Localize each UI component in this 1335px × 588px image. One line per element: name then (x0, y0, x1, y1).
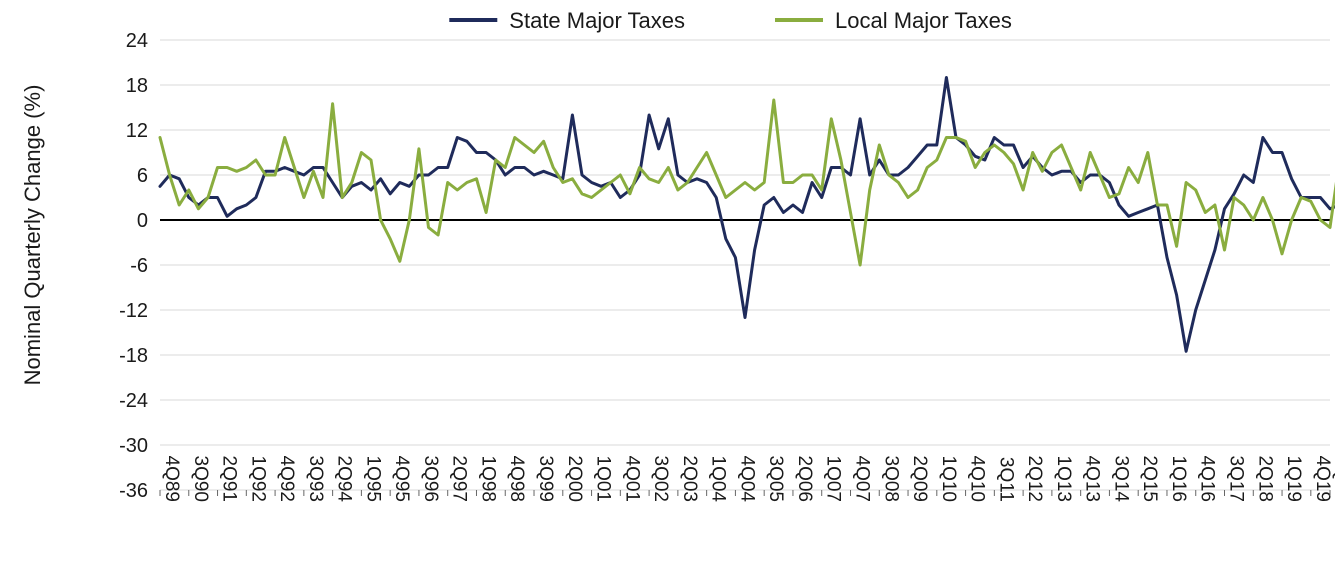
x-tick-label: 4Q10 (967, 456, 988, 502)
x-tick-label: 2Q20 (1331, 456, 1335, 502)
line-chart: -36 -30 -24 -18 -12 -6 0 6 12 18 24 4Q89 3Q90 2Q91 1Q9… (0, 0, 1335, 588)
x-tick-label: 4Q95 (391, 456, 412, 502)
x-tick-label: 1Q07 (823, 456, 844, 502)
x-tick-label: 3Q96 (420, 456, 441, 502)
y-tick-label: -24 (119, 390, 148, 412)
y-tick-label: 0 (137, 210, 148, 232)
y-axis-label: Nominal Quarterly Change (%) (20, 85, 45, 386)
x-tick-label: 2Q97 (449, 456, 470, 502)
x-tick-label: 4Q01 (621, 456, 642, 502)
x-axis: 4Q89 3Q90 2Q91 1Q92 4Q92 3Q93 2Q94 1Q95 4Q95 3Q96… (160, 456, 1335, 503)
x-tick-label: 3Q99 (535, 456, 556, 502)
y-tick-label: 24 (126, 30, 148, 52)
x-tick-label: 2Q06 (794, 456, 815, 502)
y-tick-label: -36 (119, 480, 148, 502)
x-tick-label: 2Q91 (219, 456, 240, 502)
x-tick-label: 3Q17 (1226, 456, 1247, 502)
x-tick-label: 2Q15 (1139, 456, 1160, 502)
y-tick-label: -12 (119, 300, 148, 322)
legend-label: State Major Taxes (509, 8, 685, 33)
x-tick-label: 3Q08 (880, 456, 901, 502)
x-tick-label: 2Q94 (334, 456, 355, 503)
x-tick-label: 1Q95 (362, 456, 383, 502)
x-tick-label: 1Q98 (477, 456, 498, 502)
y-tick-label: 18 (126, 75, 148, 97)
x-tick-label: 2Q18 (1254, 456, 1275, 502)
x-tick-label: 3Q02 (650, 456, 671, 502)
x-tick-label: 2Q00 (564, 456, 585, 502)
x-tick-label: 3Q93 (305, 456, 326, 502)
x-tick-label: 3Q14 (1110, 456, 1131, 503)
y-tick-label: -6 (130, 255, 148, 277)
x-tick-label: 3Q11 (995, 457, 1016, 502)
x-tick-label: 4Q92 (276, 456, 297, 502)
y-tick-label: 6 (137, 165, 148, 187)
y-tick-label: -30 (119, 435, 148, 457)
x-tick-label: 2Q09 (909, 456, 930, 502)
x-tick-label: 4Q13 (1082, 456, 1103, 502)
x-tick-label: 4Q16 (1197, 456, 1218, 502)
x-tick-label: 1Q16 (1168, 456, 1189, 502)
y-tick-label: 12 (126, 120, 148, 142)
y-tick-label: -18 (119, 345, 148, 367)
x-tick-label: 4Q07 (851, 456, 872, 502)
x-tick-label: 1Q19 (1283, 456, 1304, 502)
x-tick-label: 4Q89 (161, 456, 182, 502)
x-tick-label: 4Q04 (736, 456, 757, 503)
x-tick-label: 1Q01 (593, 456, 614, 502)
x-tick-label: 3Q90 (190, 456, 211, 502)
x-tick-label: 1Q92 (247, 456, 268, 502)
x-tick-label: 1Q04 (708, 456, 729, 503)
x-tick-label: 2Q03 (679, 456, 700, 502)
x-tick-label: 3Q05 (765, 456, 786, 502)
x-tick-label: 1Q13 (1053, 456, 1074, 502)
x-tick-label: 2Q12 (1024, 456, 1045, 502)
legend-label: Local Major Taxes (835, 8, 1012, 33)
x-tick-label: 4Q98 (506, 456, 527, 502)
x-tick-label: 1Q10 (938, 456, 959, 502)
